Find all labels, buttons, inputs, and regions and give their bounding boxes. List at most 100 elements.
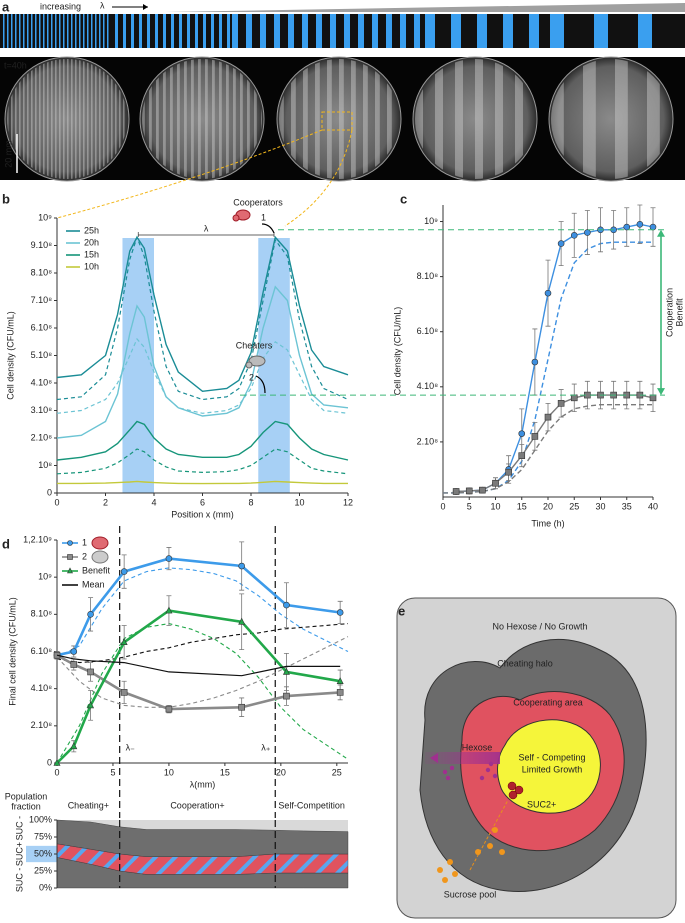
- panel-e: No Hexose / No Growth Cheating halo Cooper…: [396, 597, 677, 919]
- highlight-region: [122, 238, 154, 493]
- stripe: [232, 14, 238, 48]
- line: [56, 654, 341, 711]
- marker: [283, 692, 290, 700]
- dish-stripe: [67, 59, 69, 179]
- highlight-region: [258, 238, 290, 493]
- marker: [87, 701, 95, 709]
- dish-stripe: [191, 59, 194, 179]
- region-label: Cooperation+: [170, 800, 224, 810]
- marker: [452, 488, 460, 495]
- dish-stripe: [119, 59, 121, 179]
- y-tick-label: 2.10⁸: [31, 432, 53, 442]
- dish-stripe: [123, 59, 125, 179]
- stripe: [107, 14, 109, 48]
- dish: [412, 56, 538, 182]
- marker: [70, 661, 78, 668]
- benefit-label: Benefit: [674, 298, 684, 327]
- dish-stripe: [115, 59, 117, 179]
- stripe: [87, 14, 89, 48]
- stripe: [477, 14, 487, 48]
- cooperators-label: Cooperators: [233, 197, 283, 207]
- cheater-icon: [245, 361, 253, 369]
- y-tick-label: 2.10⁸: [31, 720, 53, 730]
- y-tick-label: 100%: [29, 814, 52, 824]
- line: [56, 285, 349, 439]
- stripe: [203, 14, 206, 48]
- stripe: [19, 14, 21, 48]
- stripe: [7, 14, 9, 48]
- pointer: [261, 223, 275, 234]
- legend-label: Benefit: [82, 565, 111, 575]
- scale-label: 20 mm: [3, 140, 13, 168]
- x-tick-label: 15: [517, 501, 527, 511]
- stripe: [131, 14, 134, 48]
- x-axis-label: Time (h): [531, 518, 564, 528]
- y-tick-label: 6.10⁸: [31, 646, 53, 656]
- dish-stripe: [205, 59, 208, 179]
- marker: [67, 554, 73, 560]
- legend-label: 15h: [84, 249, 99, 259]
- dish-stripe: [27, 59, 29, 179]
- dish-stripe: [39, 59, 41, 179]
- dish-stripe: [87, 59, 89, 179]
- dish-stripe: [15, 59, 17, 179]
- dish-stripe: [495, 59, 503, 179]
- dish-stripe: [184, 59, 187, 179]
- y-tick-label: 0: [47, 757, 52, 767]
- dish-stripes: [279, 59, 392, 179]
- stripe: [171, 14, 174, 48]
- dish-stripe: [83, 59, 85, 179]
- cooperators-id: 1: [261, 212, 266, 222]
- marker: [67, 567, 73, 574]
- legend-label: Mean: [82, 579, 105, 589]
- y-tick-label: 4.10⁸: [31, 377, 53, 387]
- stripe: [35, 14, 37, 48]
- stripe: [386, 14, 392, 48]
- stripe: [187, 14, 190, 48]
- dish-stripe: [149, 59, 152, 179]
- marker: [120, 638, 128, 646]
- stripe: [15, 14, 17, 48]
- sucrose-dots: [437, 827, 505, 883]
- stripe: [425, 14, 435, 48]
- marker: [282, 667, 290, 675]
- stripe: [95, 14, 97, 48]
- x-axis-label: Position x (mm): [171, 509, 234, 519]
- marker: [120, 568, 128, 575]
- stripe: [91, 14, 93, 48]
- y-axis-label: Cell density (CFU/mL): [392, 307, 402, 396]
- dish-stripe: [7, 59, 9, 179]
- dish-stripe: [475, 59, 483, 179]
- zoom-box: [321, 111, 353, 131]
- y-tick-label: 8.10⁸: [31, 609, 53, 619]
- lambda: λ: [100, 0, 105, 10]
- dish: [4, 56, 130, 182]
- self-competing-core: [497, 719, 601, 814]
- marker: [336, 689, 344, 696]
- stripe: [550, 14, 564, 48]
- x-axis-label: λ(mm): [190, 779, 216, 789]
- panel-label: a: [2, 0, 10, 14]
- dish-stripe: [47, 59, 49, 179]
- dish-stripe: [455, 59, 463, 179]
- x-tick-label: 25: [569, 501, 579, 511]
- dish-stripe: [363, 59, 368, 179]
- panel-label: c: [400, 191, 407, 206]
- stripe: [11, 14, 13, 48]
- stripe: [219, 14, 222, 48]
- stripe: [211, 14, 214, 48]
- cheater-icon: [248, 355, 266, 367]
- x-tick-label: 30: [595, 501, 605, 511]
- marker: [518, 452, 526, 459]
- x-tick-label: 6: [200, 497, 205, 507]
- fraction-label: SUC -: [14, 816, 24, 841]
- dish-stripe: [233, 59, 236, 179]
- hexose-label: Hexose: [462, 742, 493, 752]
- stripe: [123, 14, 126, 48]
- y-axis-label: Cell density (CFU/mL): [5, 311, 15, 400]
- legend-label: 10h: [84, 261, 99, 271]
- dish-stripe: [107, 59, 109, 179]
- marker: [544, 289, 552, 297]
- dish-stripe: [19, 59, 21, 179]
- marker: [479, 486, 486, 494]
